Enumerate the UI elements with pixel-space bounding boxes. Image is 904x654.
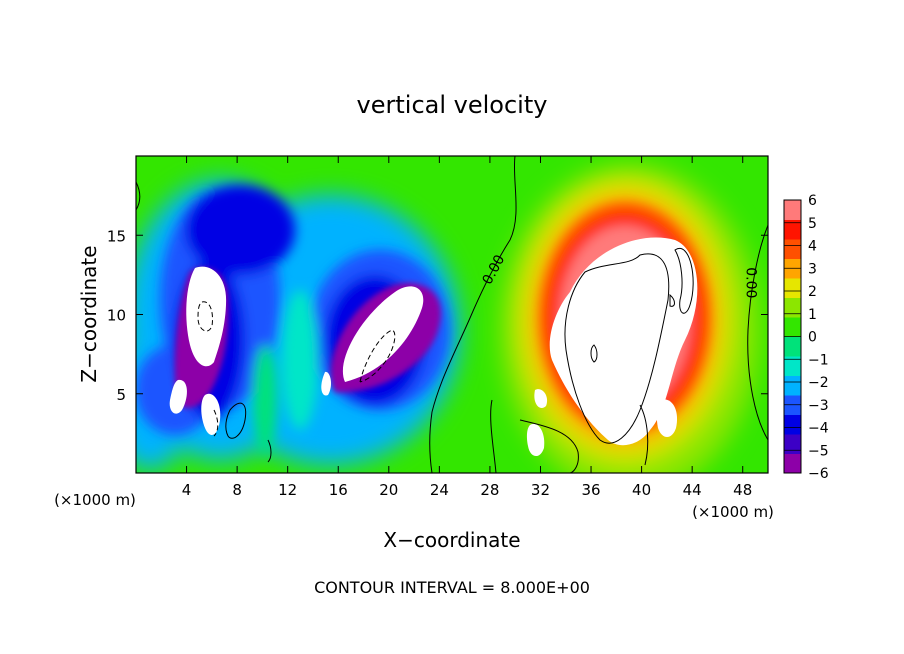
x-tick-label: 28: [480, 481, 499, 499]
y-axis: 5 10 15: [107, 227, 768, 404]
colorbar-tick-label: 5: [808, 216, 817, 232]
colorbar-swatch: [784, 317, 801, 337]
zero-contour-line: [747, 224, 768, 441]
x-tick-label: 12: [278, 481, 297, 499]
colorbar: 6 5 4 3 2 1 0 −1 −2 −3 −4 −5 −6: [783, 193, 829, 482]
colorbar-tick-label: 3: [808, 261, 817, 277]
colorbar-tick-label: 1: [808, 307, 817, 323]
y-tick-label: 15: [107, 227, 126, 245]
x-tick-label: 32: [531, 481, 550, 499]
y-tick-label: 5: [116, 386, 126, 404]
colorbar-swatch: [784, 375, 801, 396]
colorbar-tick-label: −1: [808, 352, 829, 368]
colorbar-tick-label: 2: [808, 284, 817, 300]
colorbar-tick-label: −4: [808, 421, 829, 437]
x-tick-label: 44: [683, 481, 702, 499]
colorbar-swatch: [784, 434, 801, 454]
colorbar-tick-label: 0: [808, 330, 817, 346]
x-tick-label: 4: [182, 481, 192, 499]
zero-contour-line: [429, 156, 517, 473]
x-tick-label: 40: [632, 481, 651, 499]
colorbar-swatch: [784, 297, 801, 318]
colorbar-tick-label: −6: [808, 466, 829, 482]
x-tick-label: 24: [430, 481, 449, 499]
heatmap-field: [136, 156, 768, 473]
colorbar-swatch: [784, 278, 801, 298]
x-tick-label: 48: [733, 481, 752, 499]
colorbar-swatch: [784, 336, 801, 357]
colorbar-tick-label: −2: [808, 375, 829, 391]
y-axis-label: Z−coordinate: [77, 245, 101, 382]
x-axis: 4 8 12 16 20 24 28 32 36 40 44 48: [182, 156, 752, 499]
x-axis-label: X−coordinate: [383, 528, 520, 552]
colorbar-swatch: [784, 200, 801, 220]
contour-label: 0.00: [743, 267, 759, 298]
x-tick-label: 8: [232, 481, 242, 499]
x-tick-label: 16: [329, 481, 348, 499]
contour-interval-text: CONTOUR INTERVAL = 8.000E+00: [314, 578, 590, 597]
colorbar-swatch: [784, 239, 801, 259]
colorbar-tick-label: 4: [808, 239, 817, 255]
contour-lines: [136, 156, 768, 473]
x-tick-label: 20: [379, 481, 398, 499]
colorbar-swatch: [784, 356, 801, 376]
chart-title: vertical velocity: [357, 91, 548, 119]
colorbar-swatch: [784, 453, 801, 474]
negative-contour-lines: [197, 301, 396, 437]
y-tick-label: 10: [107, 307, 126, 325]
colorbar-tick-label: 6: [808, 193, 817, 209]
colorbar-swatch: [784, 219, 801, 240]
x-unit-right: (×1000 m): [692, 503, 774, 521]
out-of-range-regions: [169, 237, 698, 457]
x-tick-label: 36: [581, 481, 600, 499]
x-unit-left: (×1000 m): [54, 491, 136, 509]
colorbar-tick-label: −5: [808, 443, 829, 459]
colorbar-swatch: [784, 414, 801, 435]
colorbar-tick-label: −3: [808, 398, 829, 414]
